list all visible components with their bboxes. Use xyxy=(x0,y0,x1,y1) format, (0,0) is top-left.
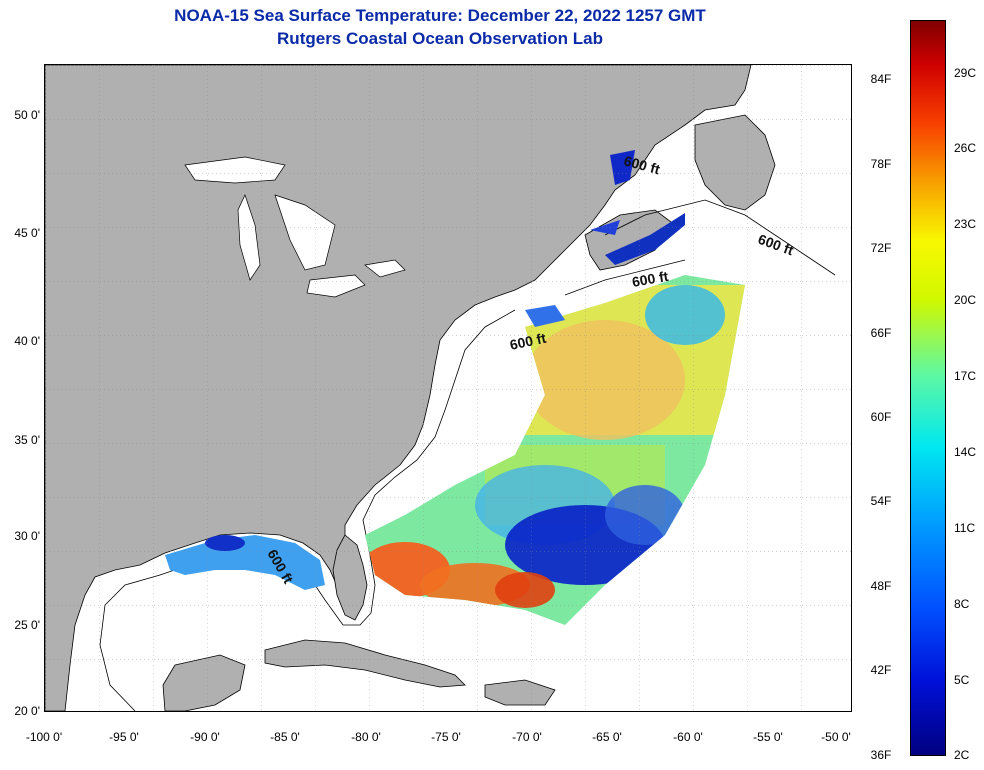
lon-tick-label: -75 0' xyxy=(431,730,461,744)
colorbar-c-label: 5C xyxy=(954,673,970,687)
lon-tick-label: -95 0' xyxy=(109,730,139,744)
lon-tick-label: -65 0' xyxy=(592,730,622,744)
colorbar-c-label: 2C xyxy=(954,748,970,762)
colorbar-c-label: 29C xyxy=(954,66,977,80)
colorbar-f-label: 36F xyxy=(870,748,892,762)
temperature-colorbar xyxy=(910,20,946,756)
colorbar-f-label: 48F xyxy=(870,579,892,593)
colorbar-f-label: 66F xyxy=(870,326,892,340)
lon-tick-label: -70 0' xyxy=(512,730,542,744)
lat-tick-label: 50 0' xyxy=(14,108,40,122)
colorbar-c-label: 14C xyxy=(954,445,977,459)
map-subtitle: Rutgers Coastal Ocean Observation Lab xyxy=(277,29,603,48)
colorbar-f-label: 42F xyxy=(870,663,892,677)
colorbar-f-label: 54F xyxy=(870,494,892,508)
map-title: NOAA-15 Sea Surface Temperature: Decembe… xyxy=(174,6,706,25)
lat-tick-label: 20 0' xyxy=(14,704,40,718)
lon-tick-label: -60 0' xyxy=(673,730,703,744)
lon-tick-label: -90 0' xyxy=(190,730,220,744)
colorbar-c-label: 8C xyxy=(954,597,970,611)
colorbar-c-label: 17C xyxy=(954,369,977,383)
sst-map: 600 ft 600 ft 600 ft 600 ft 600 ft xyxy=(44,64,852,712)
lat-tick-label: 40 0' xyxy=(14,334,40,348)
lat-tick-label: 25 0' xyxy=(14,618,40,632)
lat-tick-label: 35 0' xyxy=(14,433,40,447)
lon-tick-label: -55 0' xyxy=(753,730,783,744)
colorbar-f-label: 72F xyxy=(870,241,892,255)
lon-tick-label: -80 0' xyxy=(351,730,381,744)
colorbar-c-label: 23C xyxy=(954,217,977,231)
lon-tick-label: -100 0' xyxy=(25,730,63,744)
lat-tick-label: 45 0' xyxy=(14,226,40,240)
colorbar-c-label: 26C xyxy=(954,141,977,155)
colorbar-f-label: 78F xyxy=(870,157,892,171)
depth-label: 600 ft xyxy=(508,330,547,353)
lat-tick-label: 30 0' xyxy=(14,529,40,543)
depth-label: 600 ft xyxy=(631,268,670,290)
colorbar-c-label: 11C xyxy=(954,521,976,535)
colorbar-c-label: 20C xyxy=(954,293,977,307)
lon-tick-label: -50 0' xyxy=(821,730,851,744)
colorbar-f-label: 84F xyxy=(870,72,892,86)
colorbar-f-label: 60F xyxy=(870,410,892,424)
lon-tick-label: -85 0' xyxy=(270,730,300,744)
